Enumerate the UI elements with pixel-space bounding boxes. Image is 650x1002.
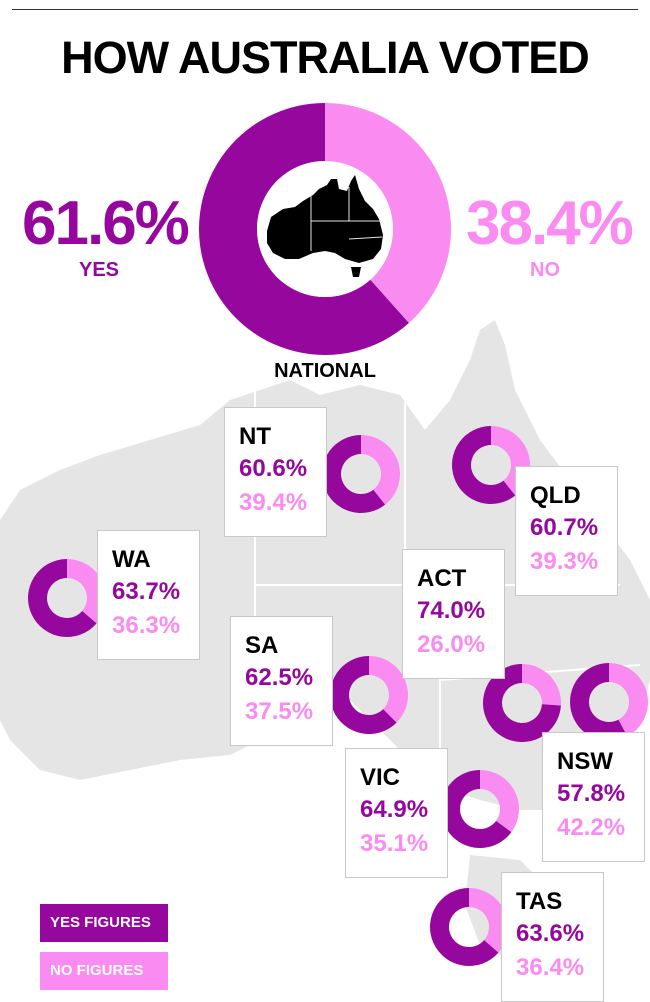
state-name-sa: SA — [245, 632, 279, 659]
card-nt: NT 60.6% 39.4% — [224, 407, 327, 537]
state-name-nsw: NSW — [557, 748, 613, 775]
national-donut — [199, 103, 452, 355]
national-yes-label: YES — [79, 259, 120, 281]
donut-sa-yes-slice — [330, 656, 397, 734]
no-value-tas: 36.4% — [516, 954, 585, 981]
no-value-nt: 39.4% — [239, 489, 308, 516]
donut-act-yes-slice — [483, 664, 561, 742]
donut-nt-yes-slice — [322, 435, 386, 513]
donut-nsw — [570, 663, 648, 741]
no-value-qld: 39.3% — [530, 548, 599, 575]
state-name-vic: VIC — [360, 764, 401, 791]
national-yes-slice — [199, 103, 409, 355]
donut-tas-yes-slice — [430, 888, 499, 966]
donut-act-no-slice — [522, 664, 561, 706]
donut-vic — [441, 770, 519, 848]
yes-value-vic: 64.9% — [360, 796, 429, 823]
donut-nsw-no-slice — [609, 663, 648, 737]
donut-wa-no-slice — [67, 559, 107, 624]
legend-no-figures: NO FIGURES — [40, 952, 168, 990]
yes-value-wa: 63.7% — [112, 578, 181, 605]
state-name-qld: QLD — [530, 482, 581, 509]
national-yes-value: 61.6% — [22, 189, 190, 258]
no-value-nsw: 42.2% — [557, 814, 626, 841]
card-sa: SA 62.5% 37.5% — [230, 616, 333, 746]
yes-value-tas: 63.6% — [516, 920, 585, 947]
card-wa: WA 63.7% 36.3% — [97, 530, 200, 660]
donut-nt — [322, 435, 400, 513]
state-name-wa: WA — [112, 546, 151, 573]
yes-value-nsw: 57.8% — [557, 780, 626, 807]
state-name-tas: TAS — [516, 888, 563, 915]
donut-tas-no-slice — [469, 888, 508, 953]
yes-value-qld: 60.7% — [530, 514, 599, 541]
national-no-value: 38.4% — [466, 189, 634, 258]
card-vic: VIC 64.9% 35.1% — [345, 748, 448, 878]
no-value-vic: 35.1% — [360, 830, 429, 857]
no-value-act: 26.0% — [417, 631, 486, 658]
donut-vic-yes-slice — [441, 770, 512, 848]
no-value-wa: 36.3% — [112, 612, 181, 639]
national-label: NATIONAL — [274, 360, 376, 382]
yes-value-act: 74.0% — [417, 597, 486, 624]
state-name-nt: NT — [239, 423, 271, 450]
donut-tas — [430, 888, 508, 966]
yes-value-sa: 62.5% — [245, 664, 314, 691]
chart-title: HOW AUSTRALIA VOTED — [61, 32, 590, 83]
yes-value-nt: 60.6% — [239, 455, 308, 482]
donut-nsw-yes-slice — [570, 663, 628, 741]
donut-sa — [330, 656, 408, 734]
no-value-sa: 37.5% — [245, 698, 314, 725]
donut-nt-no-slice — [361, 435, 400, 505]
card-nsw: NSW 57.8% 42.2% — [542, 732, 645, 862]
donut-act — [483, 664, 561, 742]
national-no-label: NO — [530, 259, 560, 281]
donut-wa — [28, 559, 107, 637]
card-tas: TAS 63.6% 36.4% — [501, 872, 604, 1002]
donut-wa-yes-slice — [28, 559, 97, 637]
australia-icon — [267, 175, 383, 277]
state-name-act: ACT — [417, 565, 467, 592]
card-act: ACT 74.0% 26.0% — [402, 549, 505, 679]
card-qld: QLD 60.7% 39.3% — [515, 466, 618, 596]
national-no-slice — [325, 103, 452, 323]
donut-qld-yes-slice — [452, 426, 516, 504]
donut-sa-no-slice — [369, 656, 408, 723]
top-rule — [12, 9, 638, 10]
legend-yes-figures: YES FIGURES — [40, 904, 168, 942]
donut-vic-no-slice — [480, 770, 519, 833]
